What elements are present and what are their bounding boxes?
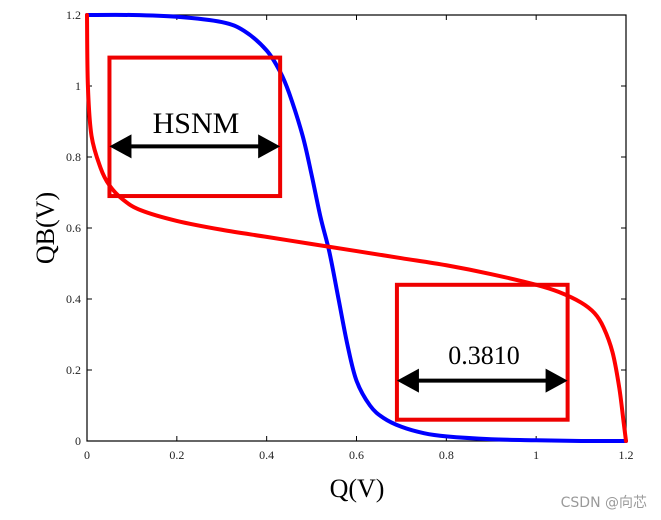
margin-box-0 <box>107 55 283 199</box>
hsnm-label: HSNM <box>153 107 240 140</box>
x-axis-title: Q(V) <box>330 474 385 503</box>
curves <box>85 12 628 444</box>
x-tick-label: 0.2 <box>169 448 184 462</box>
x-tick-label: 0.6 <box>349 448 364 462</box>
y-tick-label: 0.2 <box>66 363 81 377</box>
x-tick-label: 0.8 <box>439 448 454 462</box>
arrow-head-left-1 <box>396 368 419 393</box>
series-line-0 <box>85 12 628 444</box>
y-tick-label: 1.2 <box>66 8 81 22</box>
margin-value-label: 0.3810 <box>448 341 520 370</box>
axes: 0 0.2 0.4 0.6 0.8 1 1.2 0 0.2 0.4 0.6 0.8 1 1.2 <box>66 8 634 462</box>
y-axis-title: QB(V) <box>31 192 60 264</box>
watermark: CSDN @向芯 <box>560 495 647 511</box>
y-tick-label: 0.8 <box>66 150 81 164</box>
margin-box-1 <box>394 282 570 422</box>
x-tick-label: 0 <box>84 448 90 462</box>
arrow-head-right-0 <box>258 134 281 159</box>
y-tick-label: 0.6 <box>66 221 81 235</box>
x-tick-label: 1 <box>533 448 539 462</box>
y-tick-label: 1 <box>75 79 81 93</box>
y-tick-label: 0.4 <box>66 292 81 306</box>
annotations <box>107 55 570 422</box>
x-tick-label: 1.2 <box>619 448 634 462</box>
arrow-head-right-1 <box>545 368 568 393</box>
arrow-head-left-0 <box>109 134 132 159</box>
y-tick-label: 0 <box>75 434 81 448</box>
x-tick-label: 0.4 <box>259 448 274 462</box>
